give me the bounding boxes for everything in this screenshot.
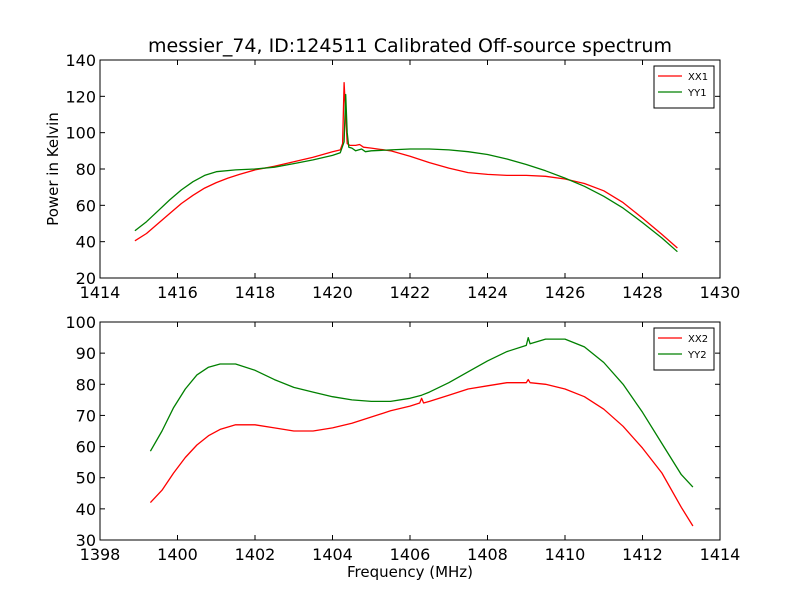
y-tick-label: 100: [65, 124, 96, 143]
legend-label-xx2: XX2: [688, 334, 708, 345]
y-tick-label: 140: [65, 51, 96, 70]
x-tick-label: 1430: [700, 283, 741, 302]
x-tick-label: 1398: [80, 545, 121, 564]
x-tick-label: 1412: [622, 545, 663, 564]
x-tick-label: 1402: [235, 545, 276, 564]
chart-panel-1: 1414 1416 1418 1420 1422 1424 1426 1428 1430 20 40…: [44, 35, 740, 302]
y-tick-label: 40: [76, 500, 96, 519]
y-tick-label: 80: [76, 375, 96, 394]
legend-box: [653, 327, 715, 371]
legend-label-yy2: YY2: [687, 350, 707, 361]
x-tick-label: 1406: [390, 545, 431, 564]
x-tick-label: 1420: [312, 283, 353, 302]
series-group: [149, 336, 694, 527]
y-tick-label: 60: [76, 196, 96, 215]
x-tick-label: 1418: [235, 283, 276, 302]
y-tick-label: 100: [65, 313, 96, 332]
x-tick-label: 1404: [312, 545, 353, 564]
x-tick-label: 1422: [390, 283, 431, 302]
y-tick-label: 90: [76, 344, 96, 363]
legend-label-xx1: XX1: [688, 72, 708, 83]
x-tick-label: 1424: [467, 283, 508, 302]
y-tick-label: 80: [76, 160, 96, 179]
series-line-yy1: [134, 93, 678, 253]
y-tick-label: 50: [76, 469, 96, 488]
y-tick-label: 120: [65, 87, 96, 106]
series-line-yy2: [149, 336, 694, 488]
x-tick-label: 1416: [157, 283, 198, 302]
x-tick-label: 1400: [157, 545, 198, 564]
series-line-xx2: [149, 378, 694, 527]
x-tick-label: 1414: [700, 545, 741, 564]
y-tick-label: 20: [76, 269, 96, 288]
chart-panels: 1414 1416 1418 1420 1422 1424 1426 1428 1430 20 40…: [44, 35, 740, 581]
x-axis-label: Frequency (MHz): [347, 563, 473, 581]
y-tick-label: 30: [76, 531, 96, 550]
x-tick-label: 1408: [467, 545, 508, 564]
legend-label-yy1: YY1: [687, 88, 707, 99]
y-tick-label: 40: [76, 233, 96, 252]
y-axis-label: Power in Kelvin: [44, 112, 62, 226]
chart-title: messier_74, ID:124511 Calibrated Off-sou…: [148, 35, 672, 57]
series-line-xx1: [134, 82, 678, 249]
legend-box: [653, 65, 715, 109]
chart-panel-2: 1398 1400 1402 1404 1406 1408 1410 1412 1414 30 40…: [65, 313, 740, 581]
y-tick-label: 70: [76, 406, 96, 425]
x-tick-label: 1410: [545, 545, 586, 564]
x-tick-label: 1428: [622, 283, 663, 302]
series-group: [134, 82, 678, 253]
x-tick-label: 1414: [80, 283, 121, 302]
x-tick-label: 1426: [545, 283, 586, 302]
y-tick-label: 60: [76, 438, 96, 457]
